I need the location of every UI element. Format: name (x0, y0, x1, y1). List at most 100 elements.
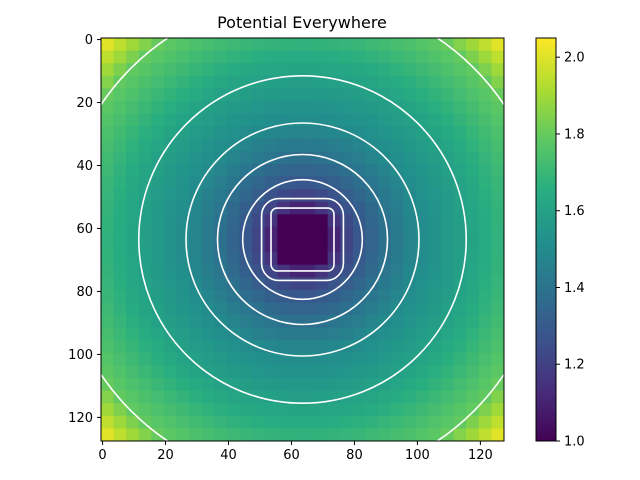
heatmap-cell (226, 113, 241, 127)
heatmap-cell (138, 151, 152, 165)
heatmap-cell (239, 365, 253, 379)
heatmap-cell (151, 176, 165, 190)
heatmap-cell (239, 289, 253, 304)
heatmap-cell (365, 315, 379, 329)
heatmap-cell (101, 201, 115, 215)
heatmap-cell (453, 126, 467, 140)
heatmap-cell (289, 50, 304, 64)
heatmap-cell (226, 100, 241, 115)
heatmap-cell (415, 390, 430, 404)
heatmap-cell (390, 252, 404, 266)
heatmap-cell (340, 315, 354, 329)
heatmap-cell (189, 365, 203, 379)
heatmap-cell (239, 176, 253, 190)
heatmap-cell (378, 378, 392, 392)
heatmap-cell (453, 138, 467, 152)
heatmap-cell (352, 403, 367, 417)
heatmap-cell (289, 289, 304, 304)
heatmap-cell (289, 239, 304, 253)
heatmap-cell (151, 264, 165, 278)
heatmap-cell (453, 390, 467, 404)
heatmap-cell (226, 302, 241, 316)
heatmap-cell (352, 277, 367, 291)
heatmap-cell (126, 415, 140, 429)
heatmap-cell (201, 289, 215, 304)
heatmap-cell (163, 113, 178, 127)
heatmap-cell (113, 428, 127, 441)
heatmap-cell (378, 88, 392, 102)
heatmap-cell (214, 327, 228, 341)
heatmap-cell (264, 163, 278, 178)
heatmap-cell (403, 75, 417, 89)
heatmap-cell (126, 63, 140, 77)
heatmap-cell (327, 327, 341, 341)
heatmap-cell (176, 315, 190, 329)
heatmap-cell (176, 100, 190, 115)
heatmap-cell (491, 151, 504, 165)
heatmap-cell (201, 378, 215, 392)
heatmap-cell (378, 176, 392, 190)
heatmap-cell (466, 138, 480, 152)
heatmap-cell (466, 100, 480, 115)
heatmap-cell (163, 340, 178, 354)
heatmap-cell (478, 239, 492, 253)
heatmap-cell (441, 214, 455, 228)
heatmap-cell (126, 189, 140, 203)
heatmap-cell (289, 365, 304, 379)
heatmap-cell (277, 239, 291, 253)
heatmap-cell (415, 151, 430, 165)
heatmap-cell (340, 50, 354, 64)
heatmap-cell (478, 226, 492, 241)
heatmap-cell (428, 226, 442, 241)
heatmap-cell (491, 277, 504, 291)
contour-1.6 (137, 74, 468, 405)
x-tick-label: 120 (468, 448, 493, 463)
heatmap-cell (441, 201, 455, 215)
heatmap-cell (491, 365, 504, 379)
heatmap-cell (466, 365, 480, 379)
heatmap-cell (214, 390, 228, 404)
heatmap-cell (340, 378, 354, 392)
heatmap-cell (340, 352, 354, 367)
heatmap-cell (239, 100, 253, 115)
heatmap-cell (201, 239, 215, 253)
heatmap-cell (264, 365, 278, 379)
heatmap-cell (201, 176, 215, 190)
heatmap-cell (378, 428, 392, 441)
heatmap-cell (327, 302, 341, 316)
heatmap-cell (428, 289, 442, 304)
heatmap-cell (365, 264, 379, 278)
heatmap-cell (101, 126, 115, 140)
heatmap-cell (441, 100, 455, 115)
heatmap-cell (340, 163, 354, 178)
heatmap-cell (113, 126, 127, 140)
heatmap-cell (365, 365, 379, 379)
heatmap-cell (101, 226, 115, 241)
heatmap-cell (340, 403, 354, 417)
heatmap-cell (138, 88, 152, 102)
heatmap-cell (289, 226, 304, 241)
heatmap-cell (478, 88, 492, 102)
heatmap-cell (315, 226, 329, 241)
heatmap-cell (365, 302, 379, 316)
heatmap-cell (289, 340, 304, 354)
heatmap-cell (491, 428, 504, 441)
heatmap-cell (176, 302, 190, 316)
heatmap-cell (428, 378, 442, 392)
heatmap-cell (491, 176, 504, 190)
heatmap-cell (239, 151, 253, 165)
heatmap-cell (113, 138, 127, 152)
heatmap-cell (151, 315, 165, 329)
heatmap-cell (302, 302, 316, 316)
heatmap-cell (340, 63, 354, 77)
heatmap-cell (378, 365, 392, 379)
heatmap-cell (315, 38, 329, 52)
heatmap-cell (466, 163, 480, 178)
heatmap-cell (453, 264, 467, 278)
heatmap-cell (113, 365, 127, 379)
heatmap-cell (151, 163, 165, 178)
colorbar-tick-label: 1.0 (564, 435, 585, 450)
heatmap-cell (138, 176, 152, 190)
heatmap-cell (138, 352, 152, 367)
heatmap-cell (214, 428, 228, 441)
